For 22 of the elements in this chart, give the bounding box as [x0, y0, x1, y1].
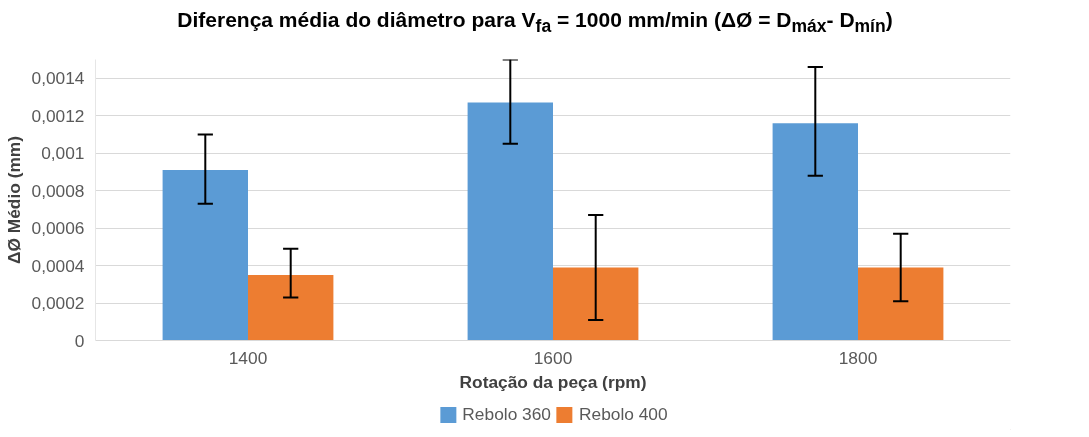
legend-label: Rebolo 360 [462, 403, 551, 425]
y-tick-label: 0,0012 [31, 105, 85, 126]
chart-title: Diferença média do diâmetro para V$_{fa}$ = 1000 mm/min (ΔØ = D$_{máx}$- D$_{mín}$) [177, 7, 893, 39]
y-tick-label: 0,0002 [31, 293, 85, 314]
y-tick-label: 0,001 [41, 143, 85, 164]
x-tick-label: 1600 [533, 347, 573, 368]
y-tick-label: 0,0004 [31, 255, 85, 276]
legend-label: Rebolo 400 [579, 403, 668, 425]
x-tick-label: 1800 [838, 347, 878, 368]
x-tick-label: 1400 [228, 347, 268, 368]
y-tick-label: 0,0014 [31, 68, 85, 89]
y-tick-label: 0,0006 [31, 218, 85, 239]
bar [858, 267, 944, 341]
bar [248, 274, 334, 341]
y-tick-label: 0,0008 [31, 180, 85, 201]
bar [467, 102, 553, 341]
bar [553, 267, 639, 341]
y-axis-title: ΔØ Médio (mm) [3, 136, 24, 264]
bar [772, 123, 858, 341]
x-axis-title: Rotação da peça (rpm) [459, 371, 647, 392]
y-tick-label: 0 [74, 330, 85, 351]
bar [162, 170, 248, 341]
